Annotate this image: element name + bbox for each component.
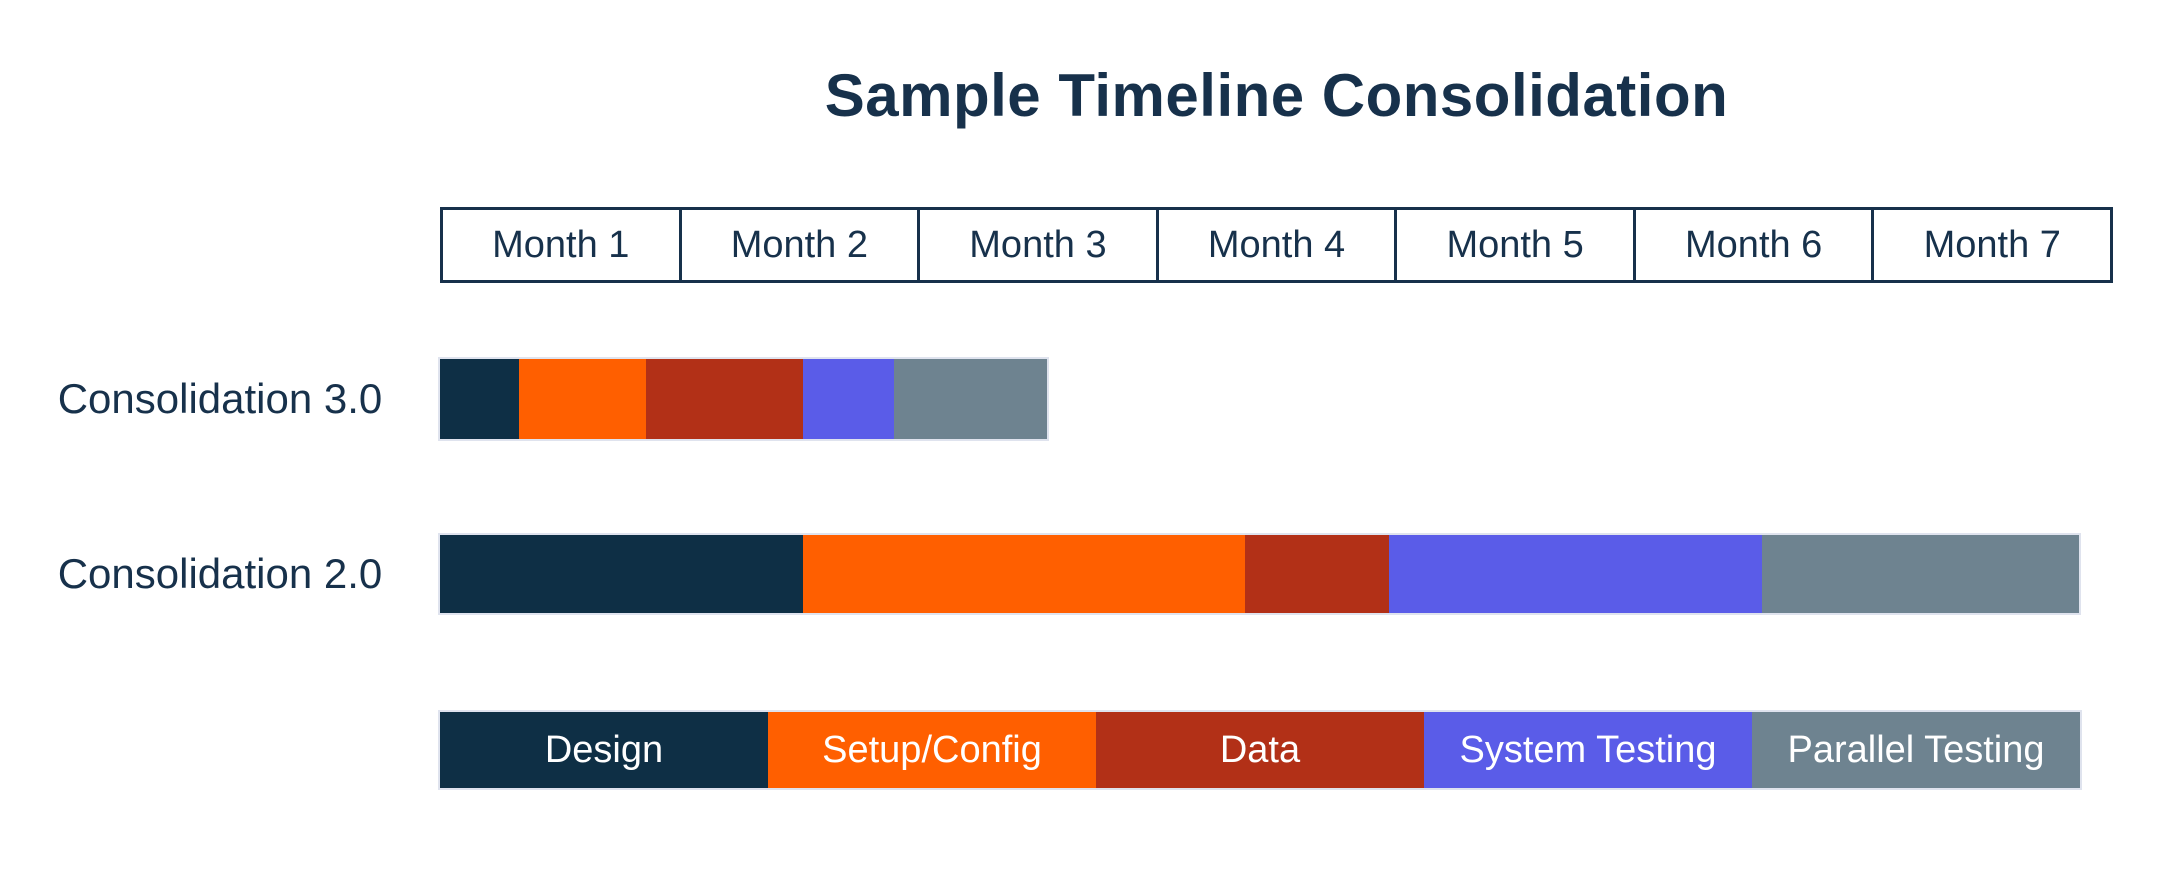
legend-item-system-testing: System Testing [1424, 712, 1752, 788]
month-cell: Month 3 [917, 210, 1156, 280]
bar-segment-setup-config [518, 359, 646, 439]
bar-segment-design [440, 535, 804, 613]
bar-segment-system-testing [803, 359, 895, 439]
month-cell: Month 1 [492, 223, 630, 266]
month-cell: Month 2 [678, 210, 918, 280]
bar-segment-setup-config [803, 535, 1246, 613]
bar-segment-design [440, 359, 519, 439]
month-cell: Month 7 [1871, 210, 2110, 280]
legend-item-parallel-testing: Parallel Testing [1752, 712, 2080, 788]
chart-title: Sample Timeline Consolidation [824, 62, 1729, 129]
month-cell: Month 4 [1155, 210, 1395, 280]
row-consolidation-2-0: Consolidation 2.0 [0, 535, 2168, 613]
legend: Design Setup/Config Data System Testing Para… [440, 712, 2080, 788]
month-cell: Month 5 [1394, 210, 1633, 280]
month-header: Month 1 Month 2 Month 3 Month 4 Month 5 Month… [440, 207, 2113, 283]
timeline-bar [440, 535, 2080, 613]
bar-segment-system-testing [1388, 535, 1762, 613]
legend-item-setup-config: Setup/Config [768, 712, 1096, 788]
row-label: Consolidation 3.0 [57, 375, 383, 422]
row-label: Consolidation 2.0 [57, 550, 383, 597]
bar-segment-data [1245, 535, 1389, 613]
month-cell: Month 6 [1632, 210, 1872, 280]
legend-item-design: Design [440, 712, 768, 788]
bar-segment-parallel-testing [894, 359, 1048, 439]
legend-item-data: Data [1096, 712, 1424, 788]
row-consolidation-3-0: Consolidation 3.0 [0, 359, 2168, 439]
timeline-bar [440, 359, 1048, 439]
bar-segment-data [645, 359, 804, 439]
bar-segment-parallel-testing [1761, 535, 2080, 613]
